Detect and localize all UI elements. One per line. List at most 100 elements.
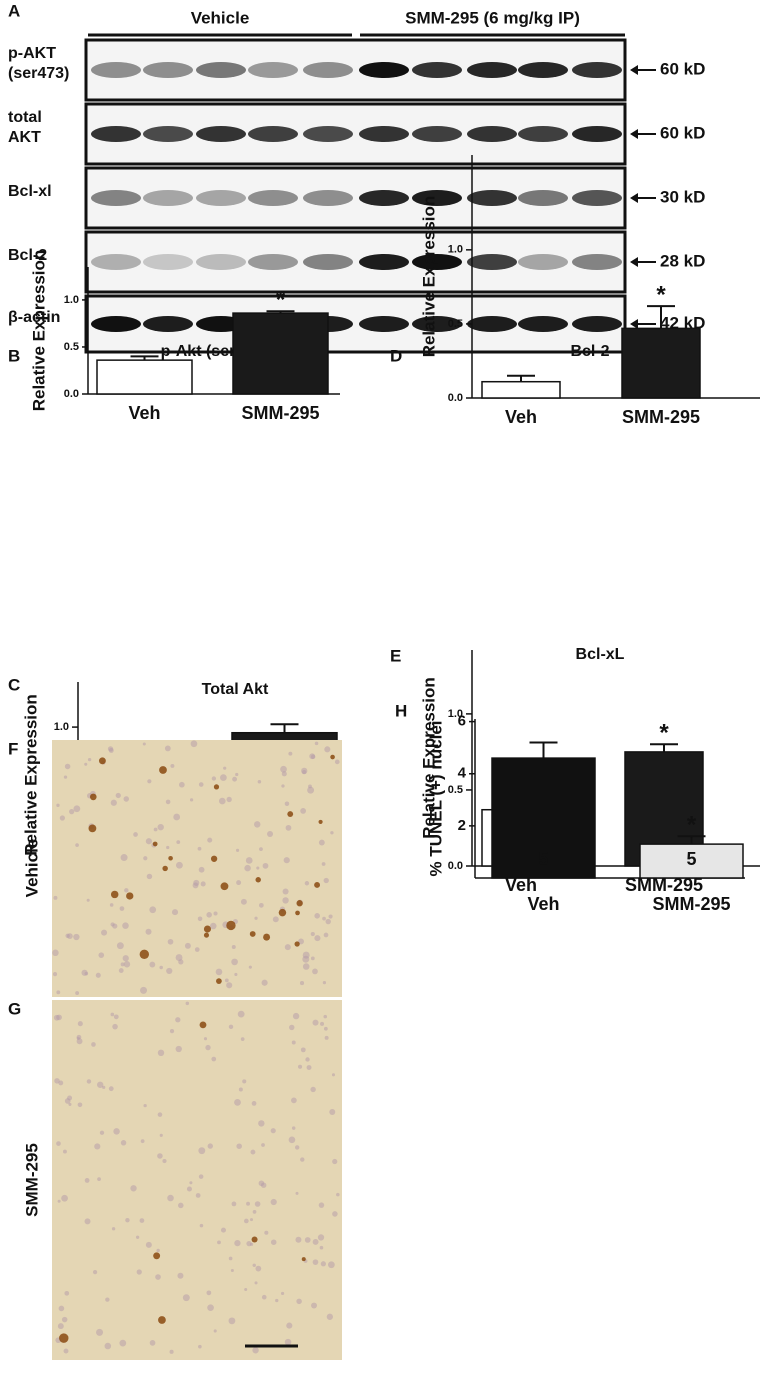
tissue-speck [52, 949, 59, 957]
arrow-head [630, 129, 638, 139]
tissue-speck [56, 990, 61, 995]
tissue-speck [166, 967, 173, 975]
tissue-speck [261, 1143, 265, 1147]
band [196, 62, 246, 78]
tissue-speck [228, 1256, 233, 1261]
tissue-speck [234, 1240, 241, 1247]
tissue-speck [95, 972, 101, 978]
tunel-nucleus [158, 1316, 166, 1324]
significance-mark: * [276, 287, 286, 314]
tissue-speck [147, 779, 152, 784]
y-axis-label: % TUNEL (+) nuclei [426, 720, 445, 876]
tissue-speck [206, 1290, 212, 1296]
tissue-speck [252, 1210, 257, 1214]
row-label: β-actin [8, 309, 60, 326]
tissue-speck [166, 845, 170, 850]
tissue-speck [75, 991, 80, 995]
bar [232, 312, 329, 395]
tissue-speck [197, 846, 202, 851]
band [359, 254, 409, 270]
tissue-speck [122, 922, 129, 929]
band [518, 254, 568, 270]
tissue-speck [231, 1201, 237, 1207]
tissue-speck [149, 961, 156, 968]
tissue-speck [280, 1291, 285, 1296]
tissue-speck [258, 902, 264, 908]
group-label: Vehicle [191, 8, 250, 27]
tissue-speck [179, 781, 185, 788]
tissue-speck [329, 1108, 336, 1115]
micrograph-label: SMM-295 [22, 1143, 41, 1217]
tissue-speck [162, 1158, 167, 1164]
tissue-speck [120, 854, 128, 862]
n-label: 5 [686, 849, 696, 869]
band [303, 190, 353, 206]
band [412, 190, 462, 206]
tissue-speck [234, 1098, 241, 1106]
row-label: AKT [8, 129, 41, 146]
tissue-speck [65, 933, 70, 938]
tissue-speck [295, 1236, 302, 1243]
band [359, 126, 409, 142]
panel-letter: H [395, 701, 407, 720]
y-axis-label: Relative Expression [29, 250, 48, 412]
tissue-speck [242, 1079, 247, 1084]
tissue-speck [84, 762, 88, 766]
tissue-speck [107, 746, 114, 752]
tissue-speck [235, 772, 239, 777]
tissue-speck [320, 1261, 326, 1267]
tissue-speck [167, 938, 174, 945]
tissue-speck [334, 759, 340, 765]
tissue-speck [57, 1323, 64, 1330]
tissue-speck [102, 1085, 106, 1089]
band [196, 254, 246, 270]
tissue-speck [312, 1239, 319, 1245]
tissue-speck [75, 843, 79, 847]
tissue-speck [230, 1268, 234, 1273]
tissue-speck [56, 1141, 61, 1146]
tissue-speck [118, 968, 124, 973]
tissue-speck [123, 961, 131, 968]
tissue-speck [211, 1056, 217, 1062]
tissue-speck [142, 742, 146, 746]
y-tick-label: 2 [458, 817, 466, 834]
tissue-speck [262, 862, 269, 869]
tissue-speck [307, 786, 315, 794]
size-label: 60 kD [660, 123, 705, 142]
tissue-speck [254, 916, 258, 920]
tissue-speck [244, 1287, 248, 1291]
tissue-speck [120, 1140, 127, 1146]
band [518, 126, 568, 142]
tissue-speck [115, 792, 121, 799]
tunel-nucleus [314, 882, 321, 888]
tissue-speck [232, 776, 238, 782]
tissue-speck [281, 784, 285, 788]
tissue-speck [97, 1081, 104, 1088]
band [248, 62, 298, 78]
tissue-speck [261, 979, 268, 986]
micrograph-label: Vehicle [22, 839, 41, 898]
band [467, 190, 517, 206]
tunel-nucleus [278, 908, 287, 917]
x-tick-label: SMM-295 [625, 875, 703, 895]
band [467, 62, 517, 78]
tissue-speck [61, 1194, 68, 1202]
tissue-speck [64, 763, 71, 770]
tissue-speck [175, 1017, 181, 1023]
tissue-speck [322, 916, 326, 921]
tissue-speck [228, 1024, 234, 1030]
tissue-speck [69, 809, 75, 815]
y-tick-label: 0.5 [64, 341, 79, 353]
tissue-speck [252, 1347, 259, 1354]
tissue-speck [145, 928, 152, 935]
tissue-speck [192, 882, 199, 889]
tunel-nucleus [88, 824, 97, 833]
tissue-speck [136, 1269, 142, 1275]
tissue-speck [270, 1198, 277, 1206]
band [91, 190, 141, 206]
tissue-speck [94, 1143, 101, 1150]
tissue-speck [52, 972, 58, 977]
tissue-speck [92, 1270, 98, 1275]
arrow-head [630, 319, 638, 329]
tunel-nucleus [251, 1236, 258, 1243]
